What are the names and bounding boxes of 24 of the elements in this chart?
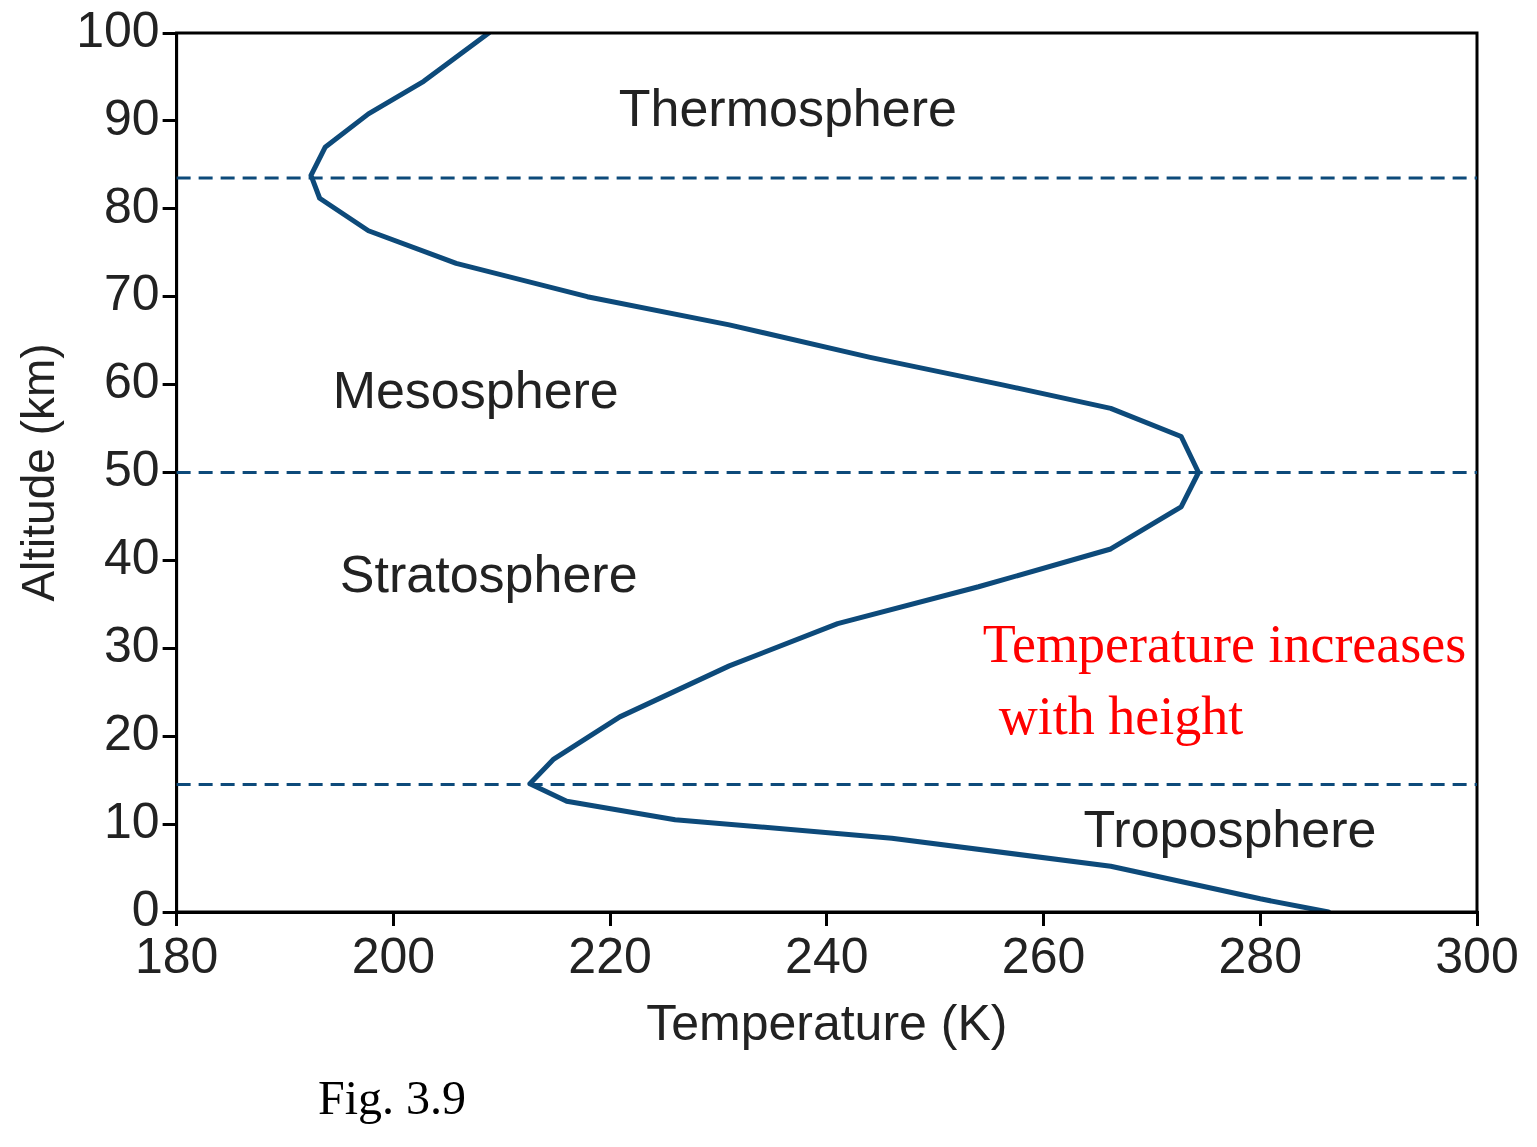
x-tick-label: 240: [785, 927, 869, 984]
y-tick-label: 90: [104, 89, 160, 146]
y-axis-title: Altitude (km): [12, 343, 65, 602]
annotation: Stratosphere: [339, 545, 638, 604]
x-tick-label: 220: [568, 927, 652, 984]
x-tick-label: 260: [1001, 927, 1086, 984]
y-tick-label: 30: [104, 617, 160, 674]
y-tick-label: 40: [104, 529, 160, 586]
x-tick-label: 200: [351, 927, 436, 984]
y-tick-label: 50: [104, 441, 160, 498]
x-axis-title: Temperature (K): [646, 994, 1008, 1051]
annotation: Troposphere: [1083, 800, 1377, 859]
annotation: Temperature increases with height: [982, 614, 1467, 747]
y-tick-label: 60: [104, 353, 160, 410]
y-tick-label: 70: [104, 265, 160, 322]
y-tick-label: 10: [104, 792, 160, 849]
annotation: Thermosphere: [618, 79, 957, 138]
y-tick-label: 20: [104, 704, 160, 761]
x-tick-label: 300: [1435, 927, 1519, 984]
caption: Fig. 3.9: [318, 1070, 467, 1125]
x-tick-label: 280: [1218, 927, 1302, 984]
y-tick-label: 80: [104, 177, 160, 234]
y-tick-label: 100: [76, 1, 160, 58]
annotation: Mesosphere: [332, 360, 619, 419]
